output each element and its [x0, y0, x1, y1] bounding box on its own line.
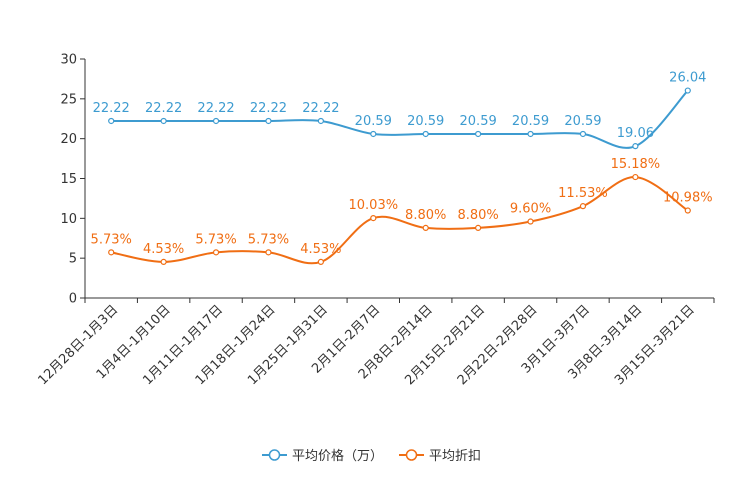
data-label: 22.22	[250, 101, 287, 116]
data-point	[422, 224, 429, 231]
data-label: 4.53%	[143, 242, 184, 257]
y-tick-label: 30	[60, 53, 77, 68]
data-label: 22.22	[145, 101, 182, 116]
data-point	[632, 173, 639, 181]
data-label: 5.73%	[248, 232, 289, 247]
x-axis: 12月28日-1月3日1月4日-1月10日1月11日-1月17日1月18日-1月…	[35, 297, 715, 388]
data-label: 22.22	[197, 101, 234, 116]
data-label: 11.53%	[558, 186, 608, 201]
data-point	[108, 249, 115, 256]
series-1: 5.73% 4.53% 5.73% 5.73% 4.53% 10.03% 8.80% 8.80…	[91, 157, 713, 266]
y-tick-label: 20	[60, 132, 77, 147]
data-label: 15.18%	[611, 157, 661, 172]
data-point	[422, 130, 429, 138]
data-label: 8.80%	[457, 208, 498, 223]
data-point	[212, 117, 220, 125]
data-point	[370, 214, 377, 222]
data-point	[370, 130, 377, 138]
y-tick-label: 5	[69, 252, 77, 267]
data-point	[579, 203, 587, 210]
data-point	[160, 117, 167, 125]
data-point	[632, 143, 639, 150]
data-point	[684, 87, 691, 94]
data-label: 20.59	[564, 114, 601, 129]
legend: 平均价格（万） 平均折扣	[262, 448, 481, 464]
data-label: 10.98%	[663, 191, 713, 206]
legend-label: 平均价格（万）	[292, 448, 383, 464]
data-label: 22.22	[302, 101, 339, 116]
legend-marker	[268, 449, 281, 461]
data-point	[317, 258, 324, 266]
legend-marker	[405, 449, 418, 461]
data-point	[475, 224, 482, 231]
data-label: 26.04	[669, 71, 706, 86]
data-label: 22.22	[93, 101, 130, 116]
data-label: 20.59	[407, 114, 444, 129]
data-label: 4.53%	[300, 242, 341, 257]
data-point	[265, 117, 272, 125]
data-label: 19.06	[617, 126, 654, 141]
data-label: 20.59	[355, 114, 392, 129]
y-tick-label: 10	[60, 212, 77, 227]
data-point	[475, 130, 482, 138]
y-tick-label: 15	[60, 172, 77, 187]
data-label: 5.73%	[195, 232, 236, 247]
data-label: 5.73%	[91, 232, 132, 247]
y-tick-label: 25	[60, 92, 77, 107]
data-label: 9.60%	[510, 202, 551, 217]
data-label: 20.59	[460, 114, 497, 129]
data-point	[265, 249, 272, 256]
series-0: 22.22 22.22 22.22 22.22 22.22 20.59 20.59 20.59…	[93, 71, 706, 150]
data-label: 10.03%	[349, 198, 399, 213]
legend-item: 平均价格（万）	[262, 448, 383, 464]
data-point	[579, 130, 587, 138]
series-layer: 22.22 22.22 22.22 22.22 22.22 20.59 20.59 20.59…	[91, 71, 713, 266]
y-axis: 0 5 10 15 20 25 30	[60, 53, 86, 307]
data-point	[160, 258, 167, 266]
data-point	[527, 218, 534, 225]
y-tick-label: 0	[69, 292, 77, 307]
legend-item: 平均折扣	[399, 449, 481, 464]
series-line	[111, 89, 689, 149]
data-point	[212, 249, 220, 256]
data-point	[108, 117, 115, 125]
legend-label: 平均折扣	[429, 449, 481, 464]
data-point	[527, 130, 534, 138]
data-point	[317, 117, 324, 125]
data-point	[684, 207, 691, 214]
data-label: 20.59	[512, 114, 549, 129]
data-label: 8.80%	[405, 208, 446, 223]
